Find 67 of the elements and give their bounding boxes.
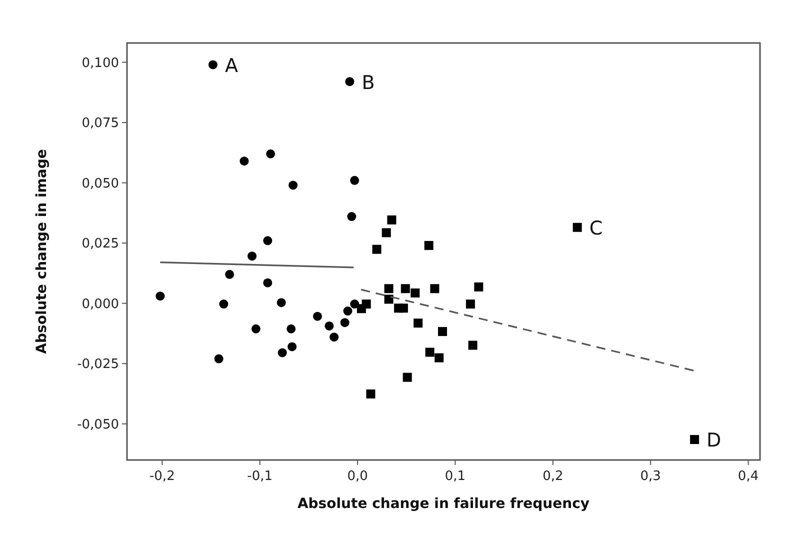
point	[263, 278, 272, 288]
point	[466, 300, 475, 309]
point	[343, 306, 352, 316]
point	[350, 176, 360, 185]
y-tick-label: 0,025	[82, 236, 119, 252]
point	[156, 292, 165, 301]
point	[208, 60, 218, 70]
point	[372, 244, 382, 254]
point	[347, 212, 356, 222]
point	[690, 435, 700, 444]
point	[434, 353, 444, 362]
point	[382, 228, 391, 238]
x-tick-label: -0,1	[247, 469, 273, 484]
point	[384, 294, 394, 304]
point	[424, 240, 434, 250]
point	[414, 318, 423, 328]
point	[251, 324, 260, 334]
x-axis-title: Absolute change in failure frequency	[297, 496, 590, 512]
annotation: A	[224, 54, 238, 77]
point	[266, 149, 276, 158]
y-axis-title: Absolute change in image	[34, 149, 50, 354]
x-tick-label: -0,2	[149, 469, 175, 484]
point	[400, 284, 410, 294]
x-tick-label: 0,4	[738, 469, 759, 484]
point	[340, 318, 350, 328]
x-tick-label: 0,0	[347, 469, 368, 484]
point	[288, 180, 298, 190]
annotation: D	[706, 430, 722, 452]
point	[286, 324, 296, 334]
point	[572, 222, 582, 232]
point	[350, 300, 360, 309]
point	[225, 270, 234, 279]
point	[248, 252, 257, 261]
point	[425, 348, 434, 357]
y-tick-label: 0,100	[82, 56, 119, 71]
point	[288, 342, 297, 352]
point	[474, 282, 484, 292]
point	[214, 354, 224, 364]
point	[468, 340, 478, 350]
y-tick-label: 0,075	[82, 116, 119, 132]
y-tick-label: 0,000	[82, 296, 119, 312]
annotation: B	[362, 72, 375, 94]
point	[430, 284, 440, 294]
x-tick-label: 0,3	[640, 469, 661, 484]
point	[276, 298, 286, 308]
point	[240, 156, 249, 166]
point	[219, 300, 228, 309]
point	[366, 389, 376, 398]
point	[438, 327, 448, 336]
annotation: C	[589, 218, 603, 240]
point	[384, 284, 394, 294]
y-tick-label: -0,050	[77, 417, 119, 432]
y-tick-label: 0,050	[82, 176, 119, 192]
point	[362, 300, 371, 309]
point	[387, 215, 396, 224]
point	[410, 288, 420, 298]
x-tick-label: 0,2	[542, 469, 564, 484]
point	[324, 321, 334, 330]
point	[330, 332, 339, 342]
point	[398, 304, 408, 313]
point	[402, 372, 412, 382]
y-tick-label: -0,025	[77, 357, 119, 372]
point	[312, 312, 322, 321]
point	[278, 348, 287, 358]
point	[263, 236, 272, 246]
point	[345, 77, 354, 86]
x-tick-label: 0,1	[444, 469, 466, 484]
